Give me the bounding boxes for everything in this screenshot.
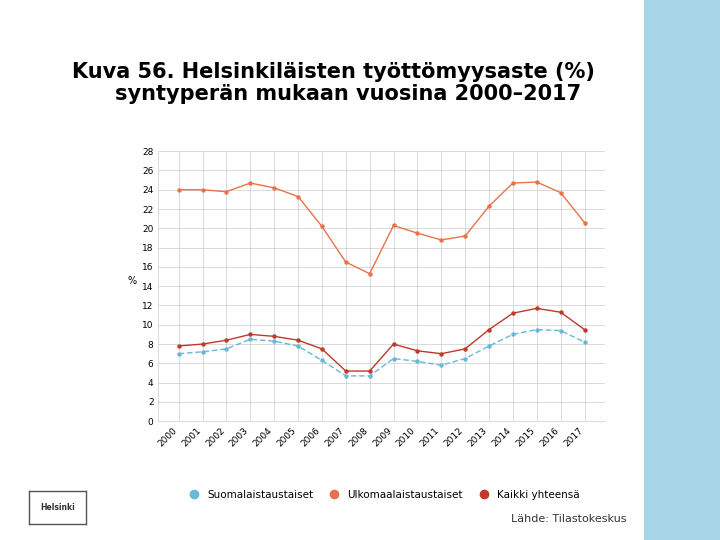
Suomalaistaustaiset — [174, 350, 183, 357]
Ulkomaalaistaustaiset — [461, 233, 469, 239]
Ulkomaalaistaustaiset — [174, 186, 183, 193]
Kaikki yhteensä — [341, 368, 350, 374]
Suomalaistaustaiset — [222, 346, 230, 352]
Kaikki yhteensä — [270, 333, 279, 340]
Ulkomaalaistaustaiset — [222, 188, 230, 195]
Ulkomaalaistaustaiset — [294, 193, 302, 200]
Legend: Suomalaistaustaiset, Ulkomaalaistaustaiset, Kaikki yhteensä: Suomalaistaustaiset, Ulkomaalaistaustais… — [179, 486, 584, 504]
Ulkomaalaistaustaiset — [246, 180, 255, 186]
Suomalaistaustaiset — [580, 339, 589, 346]
Suomalaistaustaiset — [365, 373, 374, 379]
Ulkomaalaistaustaiset — [413, 230, 422, 237]
Kaikki yhteensä — [485, 326, 493, 333]
Ulkomaalaistaustaiset — [437, 237, 446, 243]
Kaikki yhteensä — [318, 346, 326, 352]
Ulkomaalaistaustaiset — [557, 190, 565, 196]
Kaikki yhteensä — [222, 337, 230, 343]
Suomalaistaustaiset — [508, 331, 517, 338]
Ulkomaalaistaustaiset — [533, 179, 541, 185]
Ulkomaalaistaustaiset — [390, 222, 398, 229]
Line: Ulkomaalaistaustaiset: Ulkomaalaistaustaiset — [176, 180, 587, 276]
Ulkomaalaistaustaiset — [365, 271, 374, 277]
Kaikki yhteensä — [246, 331, 255, 338]
Ulkomaalaistaustaiset — [485, 203, 493, 210]
Text: Kuva 56. Helsinkiläisten työttömyysaste (%): Kuva 56. Helsinkiläisten työttömyysaste … — [72, 62, 595, 82]
Y-axis label: %: % — [127, 276, 136, 286]
Suomalaistaustaiset — [246, 336, 255, 342]
Kaikki yhteensä — [174, 343, 183, 349]
Suomalaistaustaiset — [318, 357, 326, 364]
Suomalaistaustaiset — [341, 373, 350, 379]
Suomalaistaustaiset — [533, 326, 541, 333]
Suomalaistaustaiset — [437, 362, 446, 368]
Suomalaistaustaiset — [557, 327, 565, 334]
Text: Lähde: Tilastokeskus: Lähde: Tilastokeskus — [511, 514, 626, 524]
Text: syntyperän mukaan vuosina 2000–2017: syntyperän mukaan vuosina 2000–2017 — [115, 84, 581, 104]
Suomalaistaustaiset — [294, 343, 302, 349]
Kaikki yhteensä — [580, 326, 589, 333]
Kaikki yhteensä — [294, 337, 302, 343]
Ulkomaalaistaustaiset — [580, 219, 589, 226]
Ulkomaalaistaustaiset — [508, 180, 517, 186]
Ulkomaalaistaustaiset — [198, 186, 207, 193]
Suomalaistaustaiset — [198, 348, 207, 355]
Ulkomaalaistaustaiset — [270, 185, 279, 191]
Kaikki yhteensä — [413, 348, 422, 354]
Suomalaistaustaiset — [390, 355, 398, 362]
Suomalaistaustaiset — [485, 343, 493, 349]
Kaikki yhteensä — [198, 341, 207, 347]
Line: Suomalaistaustaiset: Suomalaistaustaiset — [176, 327, 587, 378]
Kaikki yhteensä — [365, 368, 374, 374]
Suomalaistaustaiset — [461, 355, 469, 362]
Text: Helsinki: Helsinki — [40, 503, 75, 512]
Kaikki yhteensä — [461, 346, 469, 352]
Kaikki yhteensä — [557, 309, 565, 315]
Kaikki yhteensä — [390, 341, 398, 347]
Suomalaistaustaiset — [270, 338, 279, 345]
Line: Kaikki yhteensä: Kaikki yhteensä — [176, 306, 587, 373]
Kaikki yhteensä — [533, 305, 541, 312]
Suomalaistaustaiset — [413, 358, 422, 365]
Ulkomaalaistaustaiset — [341, 259, 350, 265]
Kaikki yhteensä — [437, 350, 446, 357]
Kaikki yhteensä — [508, 310, 517, 316]
Ulkomaalaistaustaiset — [318, 223, 326, 230]
